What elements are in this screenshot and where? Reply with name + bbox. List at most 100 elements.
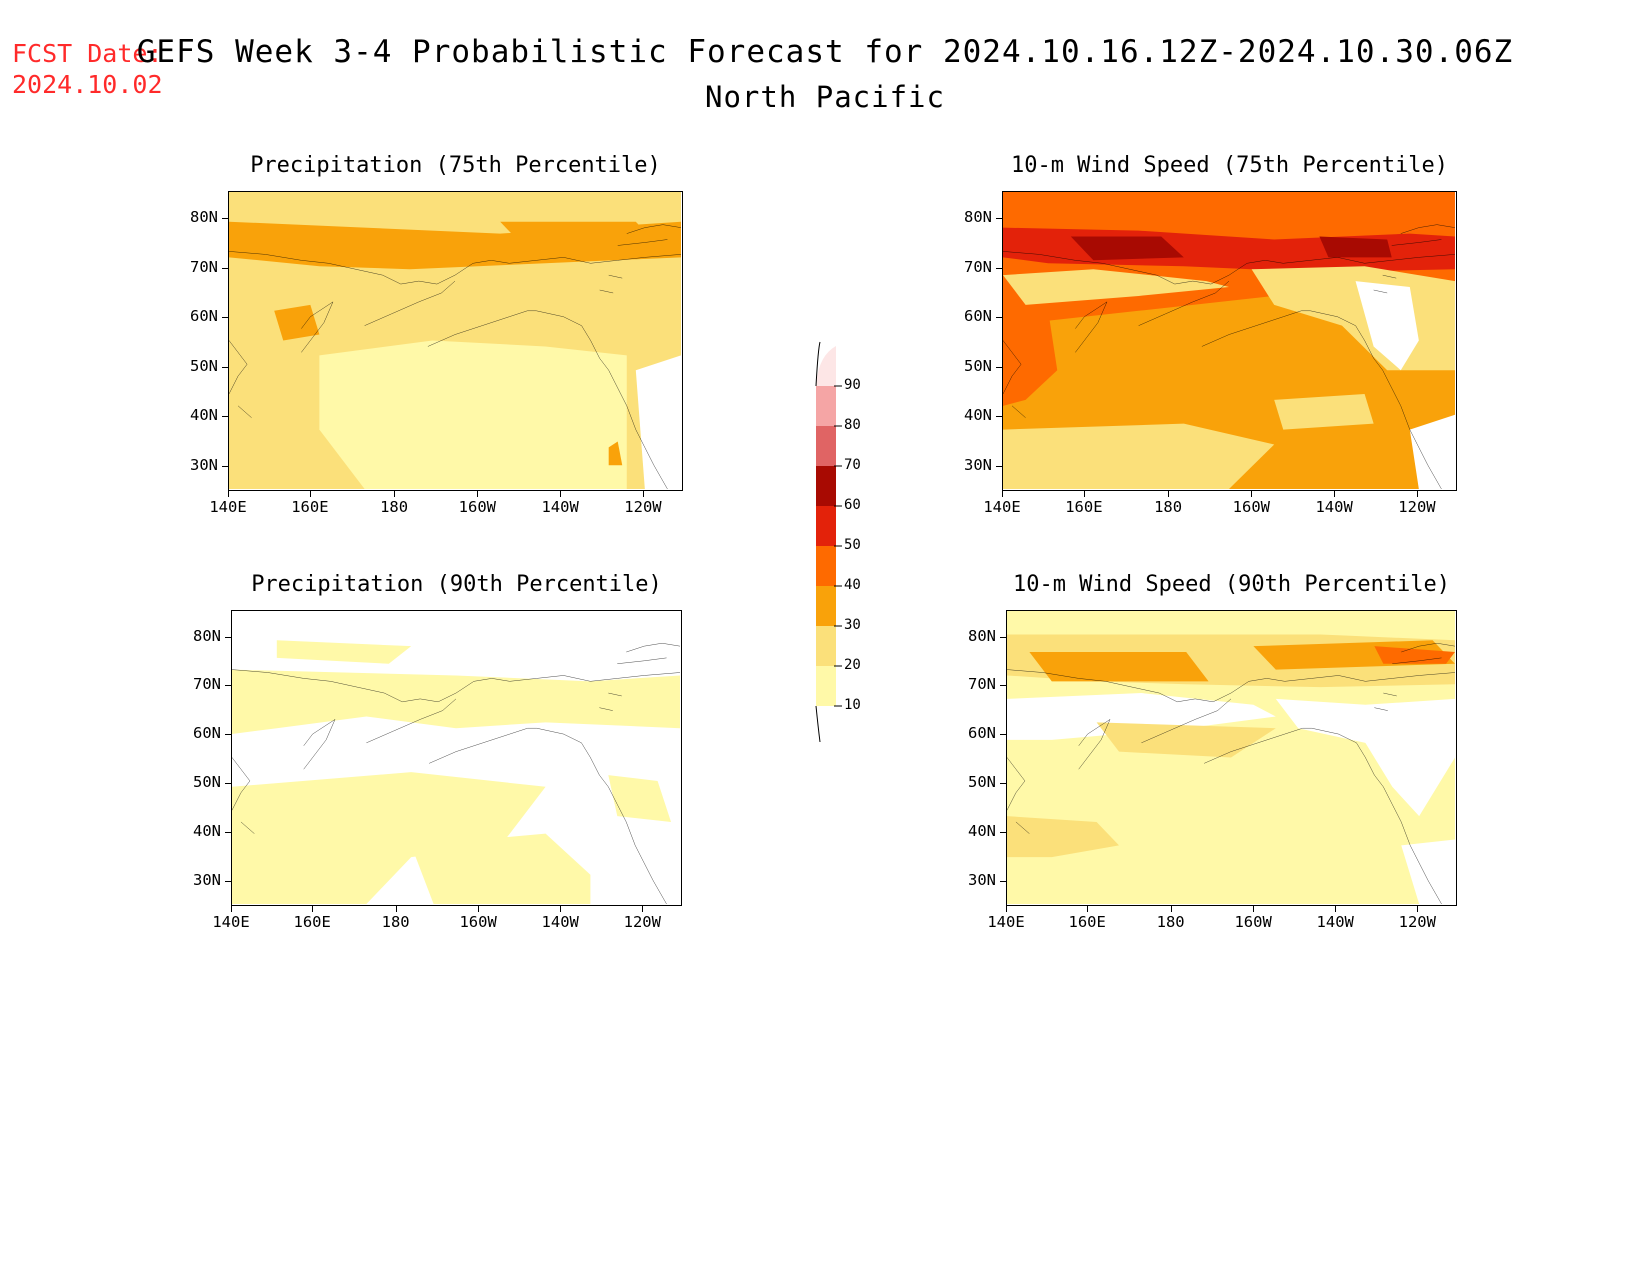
colorbar-swatch	[816, 586, 836, 626]
lon-tick-label: 160E	[1068, 913, 1106, 931]
colorbar-swatch	[816, 466, 836, 506]
lon-tick-label: 120W	[623, 913, 661, 931]
lat-tick-mark	[1000, 636, 1006, 638]
lat-tick-mark	[996, 465, 1002, 467]
lon-tick-label: 140W	[541, 913, 579, 931]
fcst-date-caption: FCST Date:	[12, 39, 163, 68]
lat-tick-mark	[225, 685, 231, 687]
colorbar-label: 50	[844, 537, 861, 553]
lon-tick-mark	[231, 906, 232, 912]
lon-tick-mark	[477, 491, 479, 497]
lat-tick-label: 50N	[964, 356, 992, 375]
wind-90-map	[1006, 610, 1457, 906]
lon-tick-label: 160W	[459, 913, 497, 931]
lon-tick-mark	[1170, 906, 1172, 912]
lon-tick-label: 140E	[209, 498, 247, 516]
lat-tick-label: 80N	[964, 208, 992, 226]
lon-tick-label: 160E	[293, 913, 331, 931]
lon-tick-mark	[560, 491, 562, 497]
lon-tick-mark	[1083, 491, 1085, 497]
lon-tick-mark	[228, 491, 229, 497]
colorbar-swatch	[816, 506, 836, 546]
precip-90-field	[232, 611, 680, 904]
lon-tick-label: 160E	[291, 498, 329, 516]
lon-tick-mark	[1335, 906, 1337, 912]
colorbar-label: 90	[844, 377, 861, 393]
wind-75-field	[1003, 192, 1455, 489]
lat-tick-label: 60N	[968, 724, 996, 743]
colorbar-label: 20	[844, 657, 861, 673]
lon-tick-mark	[1087, 906, 1089, 912]
colorbar-svg	[815, 341, 842, 743]
lon-tick-mark	[478, 906, 480, 912]
lon-tick-label: 180	[1154, 498, 1183, 516]
colorbar-legend: 10 20 30 40 50 60 70 80 90	[808, 336, 868, 746]
lat-tick-mark	[225, 734, 231, 736]
lat-tick-label: 50N	[190, 356, 218, 375]
lon-tick-mark	[1168, 491, 1170, 497]
precip-75-field	[229, 192, 681, 489]
lon-tick-mark	[395, 906, 397, 912]
wind-75-map	[1002, 191, 1457, 491]
lon-tick-mark	[642, 906, 644, 912]
lon-tick-mark	[1006, 906, 1007, 912]
lon-tick-label: 120W	[624, 498, 662, 516]
colorbar-swatch	[816, 346, 836, 386]
lat-tick-label: 60N	[190, 307, 218, 325]
lat-tick-label: 40N	[190, 406, 218, 424]
lat-tick-mark	[222, 267, 228, 269]
colorbar-swatch	[816, 426, 836, 466]
lon-tick-mark	[642, 491, 644, 497]
lat-tick-label: 70N	[193, 675, 221, 694]
page-title: GEFS Week 3-4 Probabilistic Forecast for…	[136, 34, 1514, 70]
lat-tick-mark	[1000, 685, 1006, 687]
lon-tick-mark	[1002, 491, 1003, 497]
lat-tick-mark	[225, 636, 231, 638]
lat-tick-mark	[996, 366, 1002, 368]
colorbar-label: 40	[844, 577, 861, 593]
precip-75-map	[228, 191, 683, 491]
colorbar-swatch	[816, 666, 836, 706]
lat-tick-label: 80N	[190, 208, 218, 226]
colorbar-label: 10	[844, 697, 861, 713]
fcst-date-value: 2024.10.02	[12, 70, 163, 99]
lon-tick-mark	[1251, 491, 1253, 497]
lon-tick-label: 160W	[458, 498, 496, 516]
lat-tick-mark	[222, 366, 228, 368]
lon-tick-label: 160W	[1234, 913, 1272, 931]
wind-75-title: 10-m Wind Speed (75th Percentile)	[1010, 153, 1449, 178]
lat-tick-label: 60N	[193, 724, 221, 743]
colorbar-label: 60	[844, 497, 861, 513]
lat-tick-label: 30N	[193, 870, 221, 889]
colorbar-swatch	[816, 626, 836, 666]
colorbar-label: 30	[844, 617, 861, 633]
colorbar-label: 70	[844, 457, 861, 473]
colorbar-swatch	[816, 386, 836, 426]
lat-tick-label: 70N	[964, 257, 992, 276]
lon-tick-label: 140W	[1316, 913, 1354, 931]
lon-tick-label: 120W	[1398, 498, 1436, 516]
lat-tick-mark	[222, 218, 228, 219]
lat-tick-mark	[996, 416, 1002, 417]
lon-tick-mark	[309, 491, 311, 497]
lat-tick-label: 30N	[968, 870, 996, 889]
lat-tick-label: 70N	[190, 257, 218, 276]
lat-tick-mark	[222, 465, 228, 467]
lon-tick-label: 180	[1156, 913, 1185, 931]
lon-tick-mark	[1417, 906, 1419, 912]
lon-tick-mark	[560, 906, 562, 912]
colorbar-swatch	[816, 546, 836, 586]
precip-90-map	[231, 610, 682, 906]
wind-90-field	[1007, 611, 1455, 904]
lon-tick-label: 140E	[983, 498, 1021, 516]
lon-tick-label: 120W	[1398, 913, 1436, 931]
lon-tick-label: 140E	[987, 913, 1025, 931]
lon-tick-label: 140W	[541, 498, 579, 516]
lat-tick-label: 50N	[968, 773, 996, 792]
lat-tick-mark	[996, 218, 1002, 219]
precip-90-title: Precipitation (90th Percentile)	[251, 572, 662, 597]
lon-tick-mark	[1334, 491, 1336, 497]
lon-tick-label: 180	[380, 498, 409, 516]
lat-tick-mark	[225, 783, 231, 785]
lon-tick-mark	[312, 906, 314, 912]
